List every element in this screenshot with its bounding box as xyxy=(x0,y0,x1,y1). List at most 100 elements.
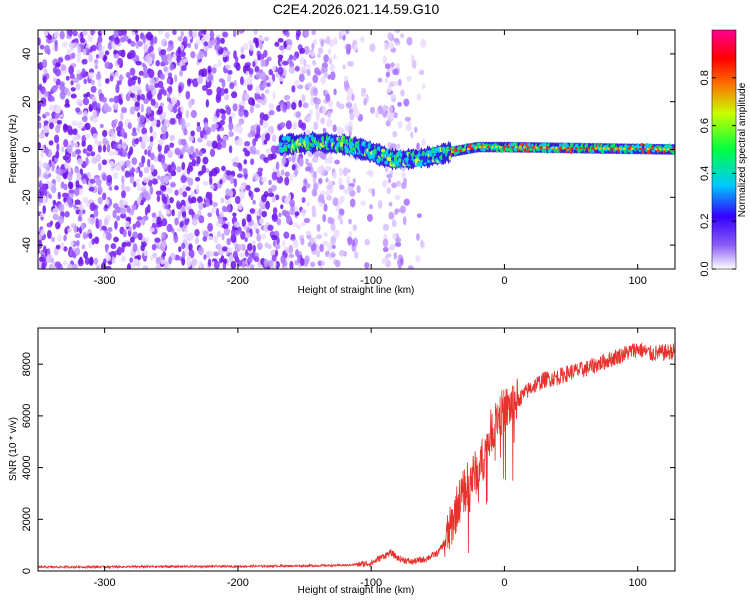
spectrogram-cell xyxy=(207,222,214,232)
spectrogram-cell xyxy=(137,94,141,102)
spectrogram-cell xyxy=(128,225,132,232)
spectrogram-cell xyxy=(56,143,60,152)
spectrogram-cell xyxy=(333,229,340,238)
spectrogram-heatmap xyxy=(38,30,675,269)
spectrogram-cell xyxy=(88,53,93,63)
spectrogram-cell xyxy=(202,156,209,165)
spectrogram-cell xyxy=(231,112,236,119)
spectrogram-cell xyxy=(282,239,286,248)
spectrogram-cell xyxy=(182,233,189,240)
spectrogram-cell xyxy=(252,60,256,68)
spectrogram-cell xyxy=(306,201,310,207)
spectrogram-cell xyxy=(72,135,79,141)
spectrogram-cell xyxy=(55,62,61,67)
spectrogram-cell xyxy=(207,73,214,81)
spectrogram-cell xyxy=(92,109,98,119)
spectrogram-cell xyxy=(88,106,94,112)
spectrogram-cell xyxy=(188,208,194,216)
spectrogram-cell xyxy=(47,249,51,256)
spectrogram-cell xyxy=(143,43,149,53)
spectrogram-cell xyxy=(136,248,141,256)
spectrogram-cell xyxy=(330,237,336,246)
spectrogram-cell xyxy=(274,41,280,47)
spectrogram-cell xyxy=(145,236,150,245)
spectrogram-cell xyxy=(72,128,78,136)
spectrogram-cell xyxy=(345,30,350,35)
spectrogram-cell xyxy=(155,256,161,265)
spectrogram-cell xyxy=(180,30,184,37)
snr-xlabel: Height of straight line (km) xyxy=(298,585,415,596)
spectrogram-cell xyxy=(140,140,146,150)
x-tick-label: 100 xyxy=(629,275,647,287)
spectrogram-cell xyxy=(166,264,171,269)
spectrogram-cell xyxy=(520,142,525,147)
spectrogram-cell xyxy=(394,209,398,216)
spectrogram-cell xyxy=(233,229,240,236)
spectrogram-cell xyxy=(61,146,65,153)
chart-title: C2E4.2026.021.14.59.G10 xyxy=(273,1,440,17)
spectrogram-cell xyxy=(310,50,315,58)
spectrogram-cell xyxy=(82,231,87,240)
spectrogram-cell xyxy=(80,222,85,231)
spectrogram-cell xyxy=(42,59,48,69)
spectrogram-cell xyxy=(240,76,244,86)
spectrogram-cell xyxy=(192,30,198,39)
spectrogram-cell xyxy=(340,30,345,37)
spectrogram-cell xyxy=(316,249,321,258)
spectrogram-cell xyxy=(38,142,42,150)
spectrogram-cell xyxy=(180,148,185,155)
spectrogram-cell xyxy=(150,164,155,172)
spectrogram-cell xyxy=(238,118,245,125)
spectrogram-cell xyxy=(211,67,217,74)
spectrogram-cell xyxy=(217,59,222,68)
spectrogram-cell xyxy=(97,35,103,44)
spectrogram-cell xyxy=(79,37,85,44)
spectrogram-cell xyxy=(225,188,230,197)
spectrogram-cell xyxy=(291,164,296,171)
spectrogram-cell xyxy=(295,249,299,257)
spectrogram-cell xyxy=(245,184,251,191)
x-tick-label: -300 xyxy=(94,577,116,589)
spectrogram-cell xyxy=(345,43,352,52)
spectrogram-cell xyxy=(148,45,154,53)
spectrogram-cell xyxy=(352,224,357,232)
spectrogram-cell xyxy=(81,58,88,65)
spectrogram-cell xyxy=(105,265,112,269)
spectrogram-cell xyxy=(243,42,249,51)
spectrogram-cell xyxy=(131,131,138,137)
spectrogram-cell xyxy=(253,256,260,263)
spectrogram-cell xyxy=(209,184,215,190)
spectrogram-cell xyxy=(245,64,251,72)
spectrogram-cell xyxy=(142,34,146,44)
spectrogram-cell xyxy=(203,50,208,58)
spectrogram-cell xyxy=(294,211,300,216)
spectrogram-cell xyxy=(74,247,81,256)
spectrogram-cell xyxy=(66,197,73,205)
spectrogram-cell xyxy=(41,257,46,263)
spectrogram-cell xyxy=(69,42,75,52)
spectrogram-cell xyxy=(315,110,321,117)
spectrogram-cell xyxy=(327,48,332,55)
spectrogram-cell xyxy=(88,186,95,192)
spectrogram-cell xyxy=(176,200,181,210)
spectrogram-cell xyxy=(414,126,418,133)
spectrogram-cell xyxy=(162,162,168,170)
spectrogram-cell xyxy=(86,152,91,157)
spectrogram-cell xyxy=(278,76,284,82)
spectrogram-cell xyxy=(292,222,298,227)
spectrogram-cell xyxy=(129,175,135,184)
spectrogram-cell xyxy=(127,151,131,159)
spectrogram-cell xyxy=(547,146,550,149)
spectrogram-cell xyxy=(254,187,261,193)
spectrogram-cell xyxy=(271,66,277,72)
spectrogram-cell xyxy=(75,107,81,113)
spectrogram-cell xyxy=(247,82,253,91)
spectrogram-cell xyxy=(318,177,323,184)
spectrogram-cell xyxy=(278,212,282,218)
spectrogram-cell xyxy=(167,149,173,159)
spectrogram-cell xyxy=(150,255,154,261)
spectrogram-cell xyxy=(366,214,373,222)
spectrogram-cell xyxy=(194,228,200,237)
spectrogram-cell xyxy=(149,227,155,232)
